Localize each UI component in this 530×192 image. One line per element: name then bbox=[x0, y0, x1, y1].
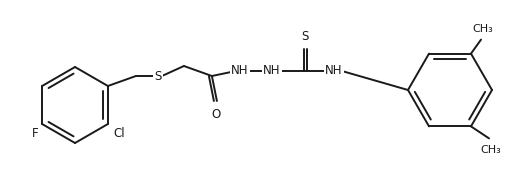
Text: Cl: Cl bbox=[113, 127, 125, 140]
Text: S: S bbox=[154, 70, 162, 83]
Text: NH: NH bbox=[263, 65, 281, 78]
Text: S: S bbox=[301, 30, 308, 43]
Text: F: F bbox=[31, 127, 38, 140]
Text: CH₃: CH₃ bbox=[473, 24, 493, 34]
Text: O: O bbox=[211, 108, 220, 121]
Text: NH: NH bbox=[231, 65, 249, 78]
Text: NH: NH bbox=[325, 65, 343, 78]
Text: CH₃: CH₃ bbox=[481, 145, 501, 155]
